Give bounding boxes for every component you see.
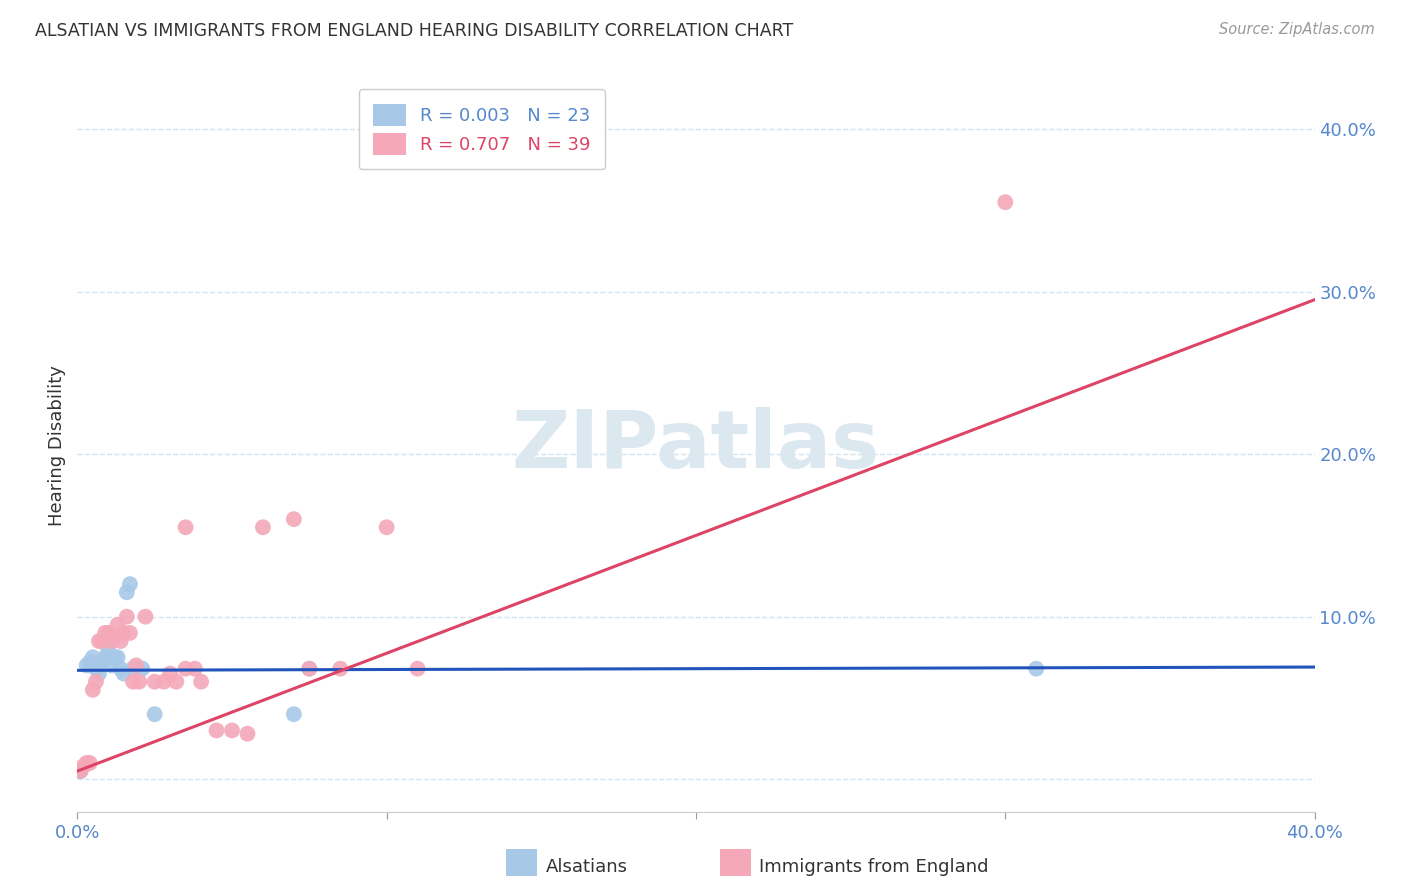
Text: Immigrants from England: Immigrants from England <box>759 858 988 876</box>
Point <box>283 707 305 722</box>
Point <box>143 674 166 689</box>
Point <box>97 626 120 640</box>
Point <box>97 650 120 665</box>
Point <box>76 756 98 770</box>
Text: Alsatians: Alsatians <box>546 858 627 876</box>
Point <box>115 585 138 599</box>
Point <box>406 662 429 676</box>
Point <box>94 626 117 640</box>
Point <box>143 707 166 722</box>
Point <box>128 674 150 689</box>
Point <box>110 662 132 676</box>
Point <box>76 658 98 673</box>
Point <box>165 674 187 689</box>
Point <box>69 764 91 778</box>
Point <box>252 520 274 534</box>
Point <box>283 512 305 526</box>
Point <box>112 666 135 681</box>
Point <box>84 674 107 689</box>
Point <box>82 682 104 697</box>
Point <box>69 764 91 778</box>
Point <box>329 662 352 676</box>
Point <box>122 674 145 689</box>
Point <box>115 609 138 624</box>
Point <box>190 674 212 689</box>
Point <box>298 662 321 676</box>
Point <box>79 756 101 770</box>
Text: ALSATIAN VS IMMIGRANTS FROM ENGLAND HEARING DISABILITY CORRELATION CHART: ALSATIAN VS IMMIGRANTS FROM ENGLAND HEAR… <box>35 22 793 40</box>
Point <box>118 577 141 591</box>
Point <box>103 650 125 665</box>
Point <box>100 634 122 648</box>
Point <box>375 520 398 534</box>
Point <box>110 634 132 648</box>
Point <box>112 626 135 640</box>
Point <box>153 674 176 689</box>
Point <box>236 727 259 741</box>
Y-axis label: Hearing Disability: Hearing Disability <box>48 366 66 526</box>
Point <box>79 655 101 669</box>
Text: ZIPatlas: ZIPatlas <box>512 407 880 485</box>
Point <box>87 634 110 648</box>
Point <box>91 634 114 648</box>
Point <box>118 626 141 640</box>
Point <box>107 617 129 632</box>
Point <box>122 662 145 676</box>
Point <box>1025 662 1047 676</box>
Point <box>174 520 197 534</box>
Point <box>134 609 156 624</box>
Point <box>87 666 110 681</box>
Point <box>994 195 1017 210</box>
Point <box>159 666 181 681</box>
Point <box>131 662 153 676</box>
Point <box>174 662 197 676</box>
Point <box>205 723 228 738</box>
Point <box>82 650 104 665</box>
Point <box>100 658 122 673</box>
Point <box>97 642 120 657</box>
Point <box>125 658 148 673</box>
Point <box>184 662 207 676</box>
Point <box>107 650 129 665</box>
Point <box>84 662 107 676</box>
Text: Source: ZipAtlas.com: Source: ZipAtlas.com <box>1219 22 1375 37</box>
Point <box>91 655 114 669</box>
Point <box>103 629 125 643</box>
Point <box>94 650 117 665</box>
Legend: R = 0.003   N = 23, R = 0.707   N = 39: R = 0.003 N = 23, R = 0.707 N = 39 <box>359 89 605 169</box>
Point <box>221 723 243 738</box>
Point <box>298 662 321 676</box>
Point <box>72 759 94 773</box>
